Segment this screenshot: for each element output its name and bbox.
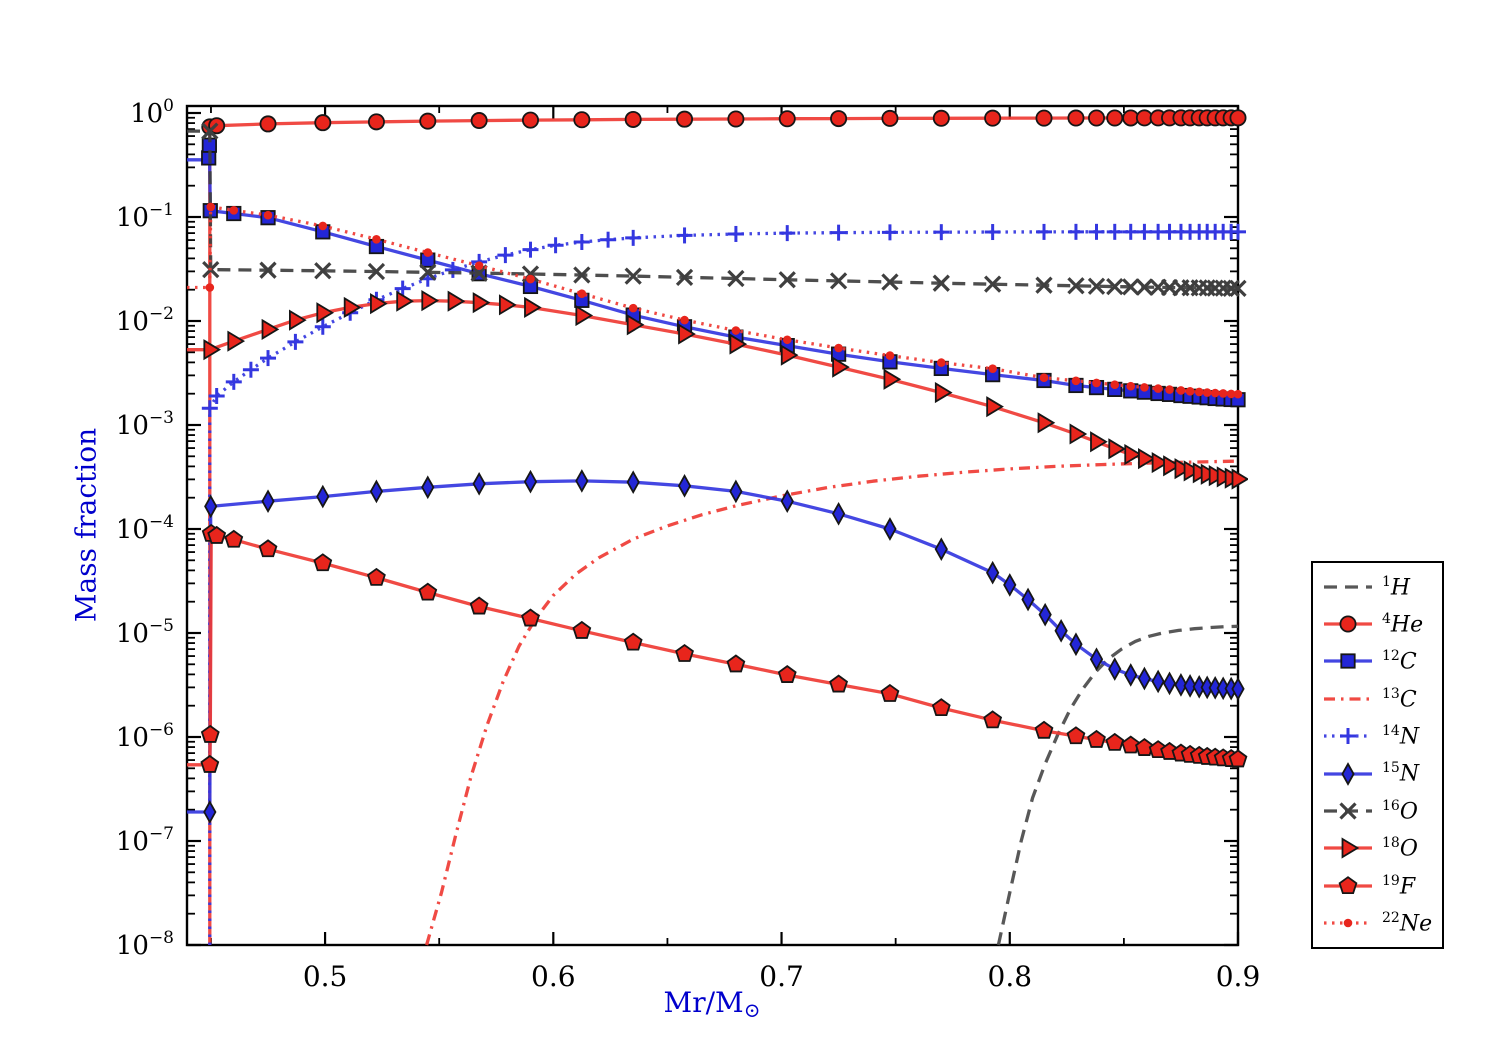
series-f19 xyxy=(187,523,1248,773)
ne22-line xyxy=(187,205,1239,396)
series-h1 xyxy=(996,624,1239,946)
legend-entry-f19: 19F xyxy=(1322,867,1438,904)
svg-text:10−6: 10−6 xyxy=(116,720,174,753)
legend-entry-c12: 12C xyxy=(1322,643,1438,680)
legend-entry-o16: 16O xyxy=(1322,792,1438,829)
legend-label-c13: 13C xyxy=(1382,685,1417,713)
series-o18 xyxy=(187,290,1248,490)
svg-text:10−5: 10−5 xyxy=(116,616,174,649)
legend-entry-he4: 4He xyxy=(1322,605,1438,642)
legend-entry-h1: 1H xyxy=(1322,568,1438,605)
x-axis-label: Mr/M⊙ xyxy=(664,986,761,1022)
ne22-markers xyxy=(205,202,1243,399)
legend-entry-c13: 13C xyxy=(1322,680,1438,717)
legend-label-n14: 14N xyxy=(1382,723,1420,750)
legend-entry-ne22: 22Ne xyxy=(1322,905,1438,942)
legend-sample-c13 xyxy=(1324,697,1372,701)
legend-label-h1: 1H xyxy=(1382,573,1411,600)
svg-text:100: 100 xyxy=(130,96,174,129)
svg-text:0.7: 0.7 xyxy=(759,960,804,993)
series-he4 xyxy=(201,109,1247,945)
legend-label-c12: 12C xyxy=(1382,648,1417,675)
x-axis-label-text: Mr/M xyxy=(663,986,744,1019)
svg-text:0.9: 0.9 xyxy=(1216,960,1261,993)
legend-label-he4: 4He xyxy=(1382,610,1424,638)
n15-markers xyxy=(203,469,1245,824)
y-axis-label: Mass fraction xyxy=(69,427,103,623)
svg-text:10−2: 10−2 xyxy=(116,304,174,337)
legend-entry-o18: 18O xyxy=(1322,830,1438,867)
series-ne22 xyxy=(187,202,1243,399)
svg-text:10−3: 10−3 xyxy=(116,408,174,441)
legend-entry-n15: 15N xyxy=(1322,755,1438,792)
legend-sample-n15 xyxy=(1324,761,1372,786)
c12-markers xyxy=(201,137,1246,408)
legend-sample-ne22 xyxy=(1324,918,1372,928)
svg-text:10−8: 10−8 xyxy=(116,928,174,961)
legend-label-o18: 18O xyxy=(1382,835,1418,862)
legend-label-f19: 19F xyxy=(1382,872,1416,899)
svg-text:10−7: 10−7 xyxy=(116,824,174,857)
svg-text:0.8: 0.8 xyxy=(988,960,1033,993)
o16-markers xyxy=(201,122,1247,297)
legend-sample-he4 xyxy=(1324,615,1372,633)
legend-sample-o16 xyxy=(1324,802,1372,820)
svg-text:10−4: 10−4 xyxy=(116,512,174,545)
legend-label-ne22: 22Ne xyxy=(1382,910,1433,937)
svg-text:0.6: 0.6 xyxy=(531,960,576,993)
legend-sample-c12 xyxy=(1324,653,1372,670)
n14-markers xyxy=(201,223,1246,417)
series-n15 xyxy=(187,469,1245,824)
legend-label-o16: 16O xyxy=(1382,797,1418,825)
series-n14 xyxy=(201,223,1246,945)
tick-labels: 0.5 0.6 0.7 0.8 0.9 100 10−1 10−2 10−3 10−4 10−5 10… xyxy=(116,96,1260,993)
legend-sample-n14 xyxy=(1324,728,1372,745)
series-o16 xyxy=(187,122,1247,297)
legend-entry-n14: 14N xyxy=(1322,718,1438,755)
he4-markers xyxy=(201,109,1247,136)
legend-sample-h1 xyxy=(1324,585,1372,589)
c13-line xyxy=(425,459,1239,946)
f19-markers xyxy=(200,523,1248,773)
h1-line xyxy=(996,624,1239,946)
legend-sample-o18 xyxy=(1324,837,1372,860)
legend-sample-f19 xyxy=(1324,875,1372,894)
sun-symbol: ⊙ xyxy=(743,998,761,1022)
o16-line xyxy=(187,129,1238,291)
legend-label-n15: 15N xyxy=(1382,760,1420,787)
svg-text:10−1: 10−1 xyxy=(116,200,174,233)
legend: 1H 4He 12C 13C 14N 15N 16O 18O 19F 22Ne xyxy=(1311,561,1444,949)
n14-line xyxy=(208,230,1238,945)
series-layer xyxy=(187,109,1248,946)
series-c13 xyxy=(425,459,1239,946)
o18-markers xyxy=(203,290,1248,490)
plot-frame xyxy=(185,104,1240,947)
svg-text:0.5: 0.5 xyxy=(303,960,348,993)
